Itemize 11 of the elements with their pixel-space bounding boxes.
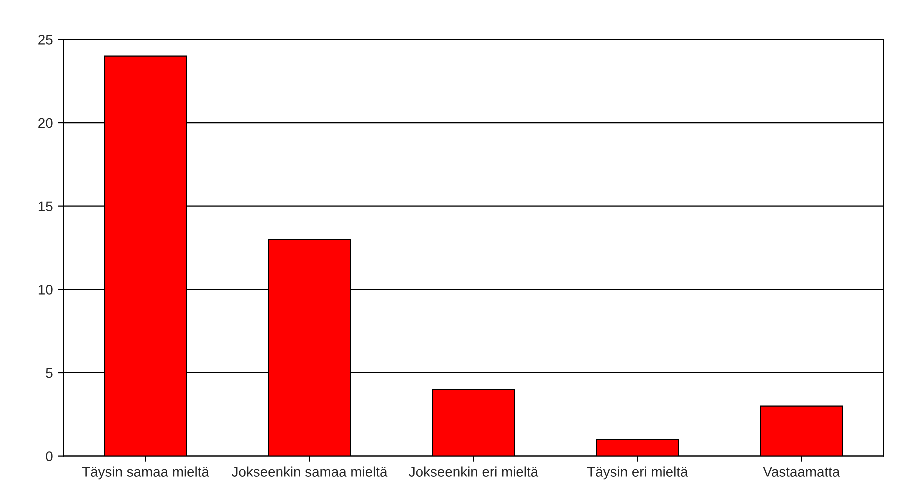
y-tick-label: 0 xyxy=(46,452,53,462)
y-tick-label: 20 xyxy=(38,118,53,128)
y-tick-label: 5 xyxy=(46,368,53,378)
x-tick-label: Jokseenkin eri mieltä xyxy=(409,466,539,477)
y-tick-label: 10 xyxy=(38,285,53,295)
x-tick-label: Jokseenkin samaa mieltä xyxy=(232,466,388,477)
x-tick-label: Vastaamatta xyxy=(763,467,840,477)
y-tick-label: 15 xyxy=(38,202,53,212)
x-tick-label: Täysin eri mieltä xyxy=(587,466,688,480)
y-tick-label: 25 xyxy=(38,35,53,45)
x-tick-label: Täysin samaa mieltä xyxy=(82,466,210,480)
